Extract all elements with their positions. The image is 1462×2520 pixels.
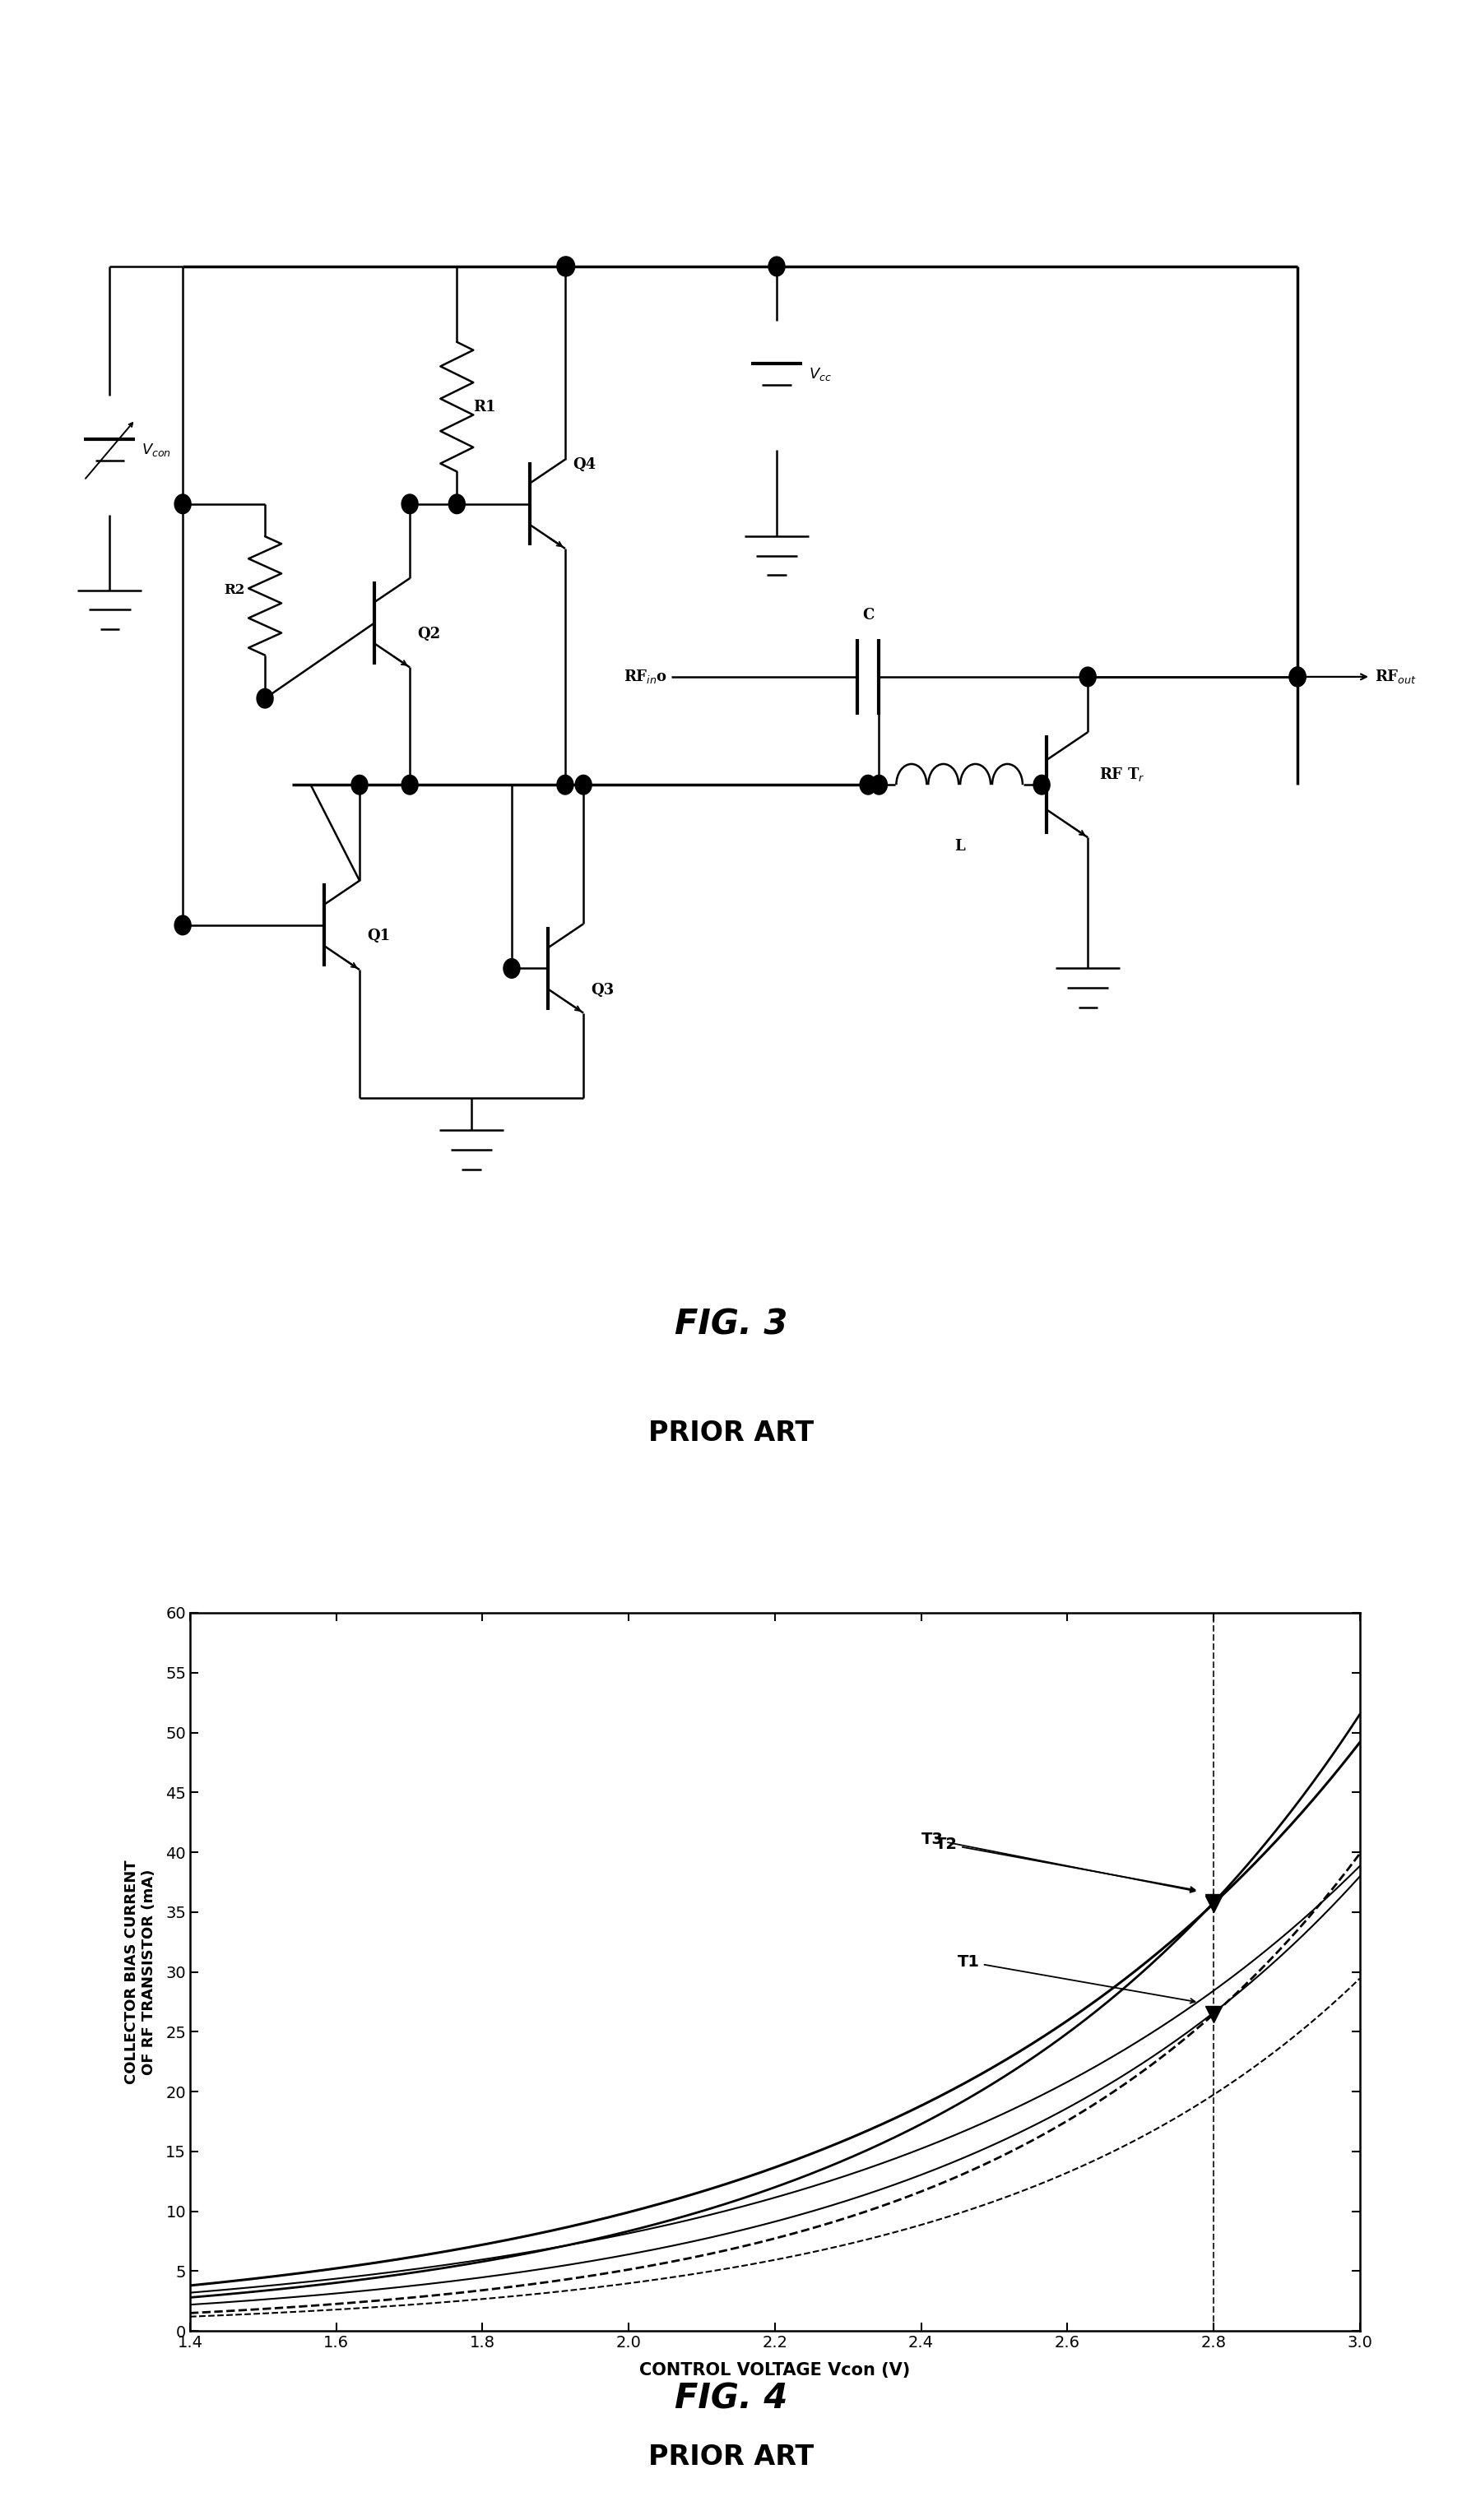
Text: FIG. 4: FIG. 4 [674, 2381, 788, 2417]
Circle shape [558, 257, 575, 277]
Circle shape [1289, 668, 1306, 685]
Circle shape [257, 688, 273, 708]
Text: T2: T2 [936, 1837, 1194, 1893]
Circle shape [575, 776, 592, 794]
Circle shape [871, 776, 887, 794]
Text: Q1: Q1 [367, 927, 390, 942]
Circle shape [449, 494, 465, 514]
Text: Q4: Q4 [573, 456, 595, 471]
Circle shape [1079, 668, 1096, 685]
Circle shape [860, 776, 876, 794]
Text: FIG. 3: FIG. 3 [674, 1308, 788, 1343]
X-axis label: CONTROL VOLTAGE Vcon (V): CONTROL VOLTAGE Vcon (V) [639, 2361, 911, 2379]
Y-axis label: COLLECTOR BIAS CURRENT
OF RF TRANSISTOR (mA): COLLECTOR BIAS CURRENT OF RF TRANSISTOR … [124, 1860, 156, 2084]
Circle shape [1289, 668, 1306, 685]
Circle shape [557, 776, 573, 794]
Circle shape [402, 776, 418, 794]
Text: R1: R1 [474, 398, 496, 413]
Text: L: L [955, 839, 965, 854]
Text: PRIOR ART: PRIOR ART [648, 1419, 814, 1446]
Text: C: C [863, 607, 874, 622]
Circle shape [1034, 776, 1050, 794]
Text: RF$_{out}$: RF$_{out}$ [1376, 668, 1417, 685]
Circle shape [174, 915, 192, 935]
Text: T3: T3 [921, 1832, 1194, 1893]
Text: R2: R2 [224, 585, 246, 597]
Text: T1: T1 [958, 1953, 1194, 2003]
Text: $V_{cc}$: $V_{cc}$ [808, 365, 832, 383]
Circle shape [769, 257, 785, 277]
Circle shape [174, 494, 192, 514]
Circle shape [402, 494, 418, 514]
Circle shape [557, 257, 573, 277]
Text: RF T$_r$: RF T$_r$ [1099, 766, 1145, 784]
Circle shape [351, 776, 368, 794]
Text: $V_{con}$: $V_{con}$ [142, 441, 171, 459]
Text: PRIOR ART: PRIOR ART [648, 2444, 814, 2470]
Circle shape [503, 958, 520, 978]
Text: RF$_{in}$o: RF$_{in}$o [623, 668, 667, 685]
Text: Q3: Q3 [591, 983, 614, 998]
Text: Q2: Q2 [417, 625, 440, 640]
